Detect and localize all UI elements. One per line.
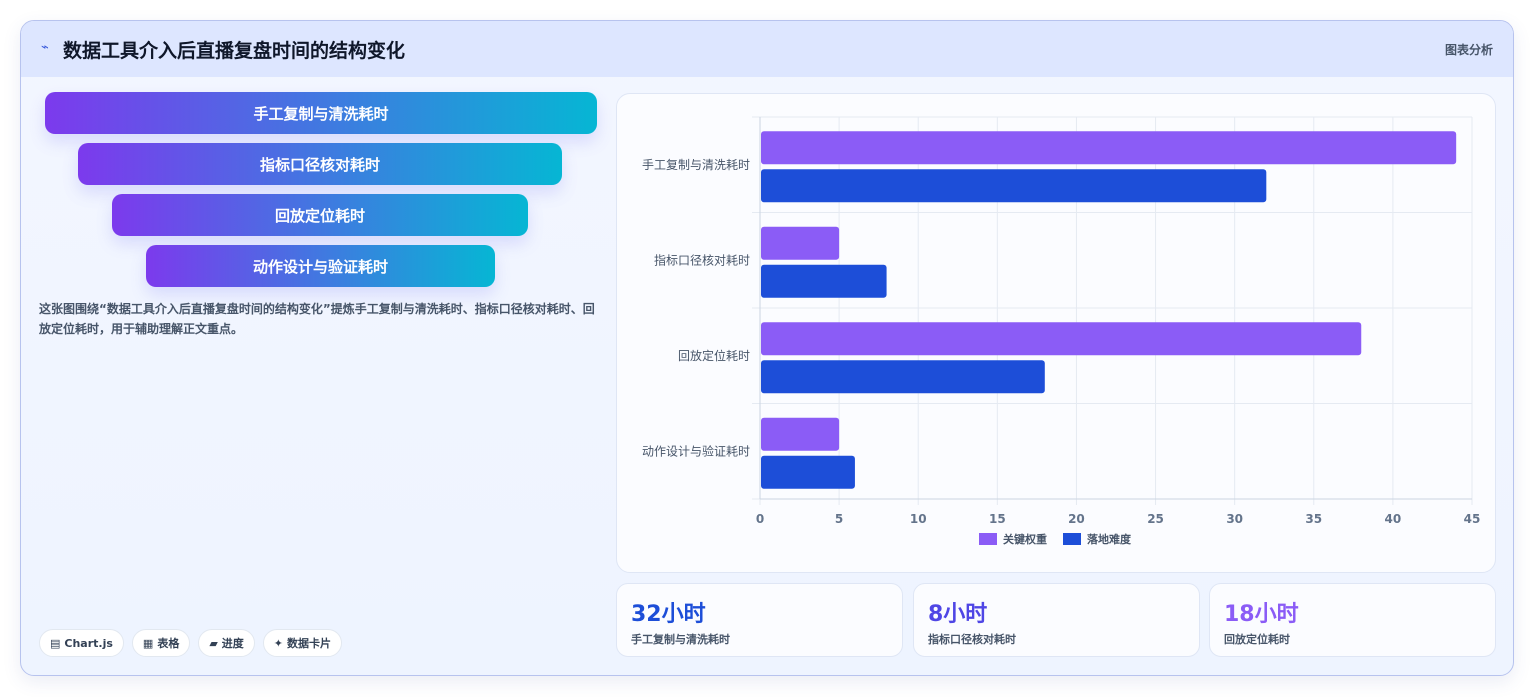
funnel-item-3: 回放定位耗时 <box>112 194 528 236</box>
legend-swatch <box>979 533 997 545</box>
x-tick-label: 30 <box>1226 512 1243 526</box>
stat-label: 手工复制与清洗耗时 <box>631 633 730 646</box>
bar-key-weight <box>761 226 840 260</box>
table-icon: ▦ <box>142 636 154 650</box>
stat-value: 32小时 <box>631 602 706 627</box>
bar-difficulty <box>761 360 1045 394</box>
x-tick-label: 25 <box>1147 512 1164 526</box>
chip-table[interactable]: ▦ 表格 <box>131 629 191 657</box>
funnel-item-1: 手工复制与清洗耗时 <box>45 92 597 134</box>
card-title: 数据工具介入后直播复盘时间的结构变化 <box>63 40 406 62</box>
bar-difficulty <box>761 264 887 298</box>
card-header: ⌁ 数据工具介入后直播复盘时间的结构变化 图表分析 <box>21 21 1513 77</box>
funnel-item-2: 指标口径核对耗时 <box>78 143 562 185</box>
legend-label: 落地难度 <box>1087 532 1132 546</box>
chip-chartjs[interactable]: ▤ Chart.js <box>39 629 124 657</box>
x-tick-label: 15 <box>989 512 1006 526</box>
x-tick-label: 35 <box>1305 512 1322 526</box>
chart-icon: ▤ <box>50 636 61 650</box>
y-tick-label: 动作设计与验证耗时 <box>642 443 750 458</box>
y-tick-label: 回放定位耗时 <box>678 348 750 363</box>
feature-chips: ▤ Chart.js ▦ 表格 ▰ 进度 ✦ 数据卡片 <box>39 629 343 657</box>
stat-card-3: 18小时 回放定位耗时 <box>1209 583 1496 657</box>
bar-key-weight <box>761 322 1362 356</box>
funnel-item-4: 动作设计与验证耗时 <box>146 245 495 287</box>
legend-swatch <box>1063 533 1081 545</box>
x-tick-label: 5 <box>835 512 843 526</box>
stat-label: 回放定位耗时 <box>1224 633 1290 646</box>
stat-card-1: 32小时 手工复制与清洗耗时 <box>616 583 903 657</box>
bar-difficulty <box>761 169 1267 203</box>
chip-progress[interactable]: ▰ 进度 <box>198 629 255 657</box>
chart-card: ⌁ 数据工具介入后直播复盘时间的结构变化 图表分析 手工复制与清洗耗时 指标口径… <box>20 20 1514 676</box>
progress-icon: ▰ <box>209 636 218 650</box>
stat-value: 18小时 <box>1224 602 1299 627</box>
x-tick-label: 10 <box>910 512 927 526</box>
x-tick-label: 0 <box>756 512 764 526</box>
chip-data-card[interactable]: ✦ 数据卡片 <box>262 629 343 657</box>
y-tick-label: 指标口径核对耗时 <box>654 252 750 267</box>
stat-label: 指标口径核对耗时 <box>928 633 1016 646</box>
x-tick-label: 40 <box>1385 512 1402 526</box>
bar-key-weight <box>761 131 1457 165</box>
bar-chart-panel: 0 5 10 15 20 25 30 35 40 45 手工复制与清洗耗时指标口径核对耗时回放定位耗… <box>616 93 1496 573</box>
sparkle-icon: ✦ <box>273 636 284 650</box>
y-tick-label: 手工复制与清洗耗时 <box>642 158 750 172</box>
chart-analysis-link[interactable]: 图表分析 <box>1444 43 1493 57</box>
bar-chart: 0 5 10 15 20 25 30 35 40 45 手工复制与清洗耗时指标口径核对耗时回放定位耗… <box>642 116 1481 546</box>
bar-key-weight <box>761 417 840 451</box>
stat-value: 8小时 <box>928 602 988 627</box>
x-tick-label: 45 <box>1464 512 1481 526</box>
chart-description: 这张图围绕“数据工具介入后直播复盘时间的结构变化”提炼手工复制与清洗耗时、指标口… <box>39 302 595 336</box>
stat-card-2: 8小时 指标口径核对耗时 <box>913 583 1200 657</box>
x-tick-label: 20 <box>1068 512 1085 526</box>
legend-label: 关键权重 <box>1003 532 1047 546</box>
bar-difficulty <box>761 455 855 489</box>
chart-line-icon: ⌁ <box>41 40 49 55</box>
